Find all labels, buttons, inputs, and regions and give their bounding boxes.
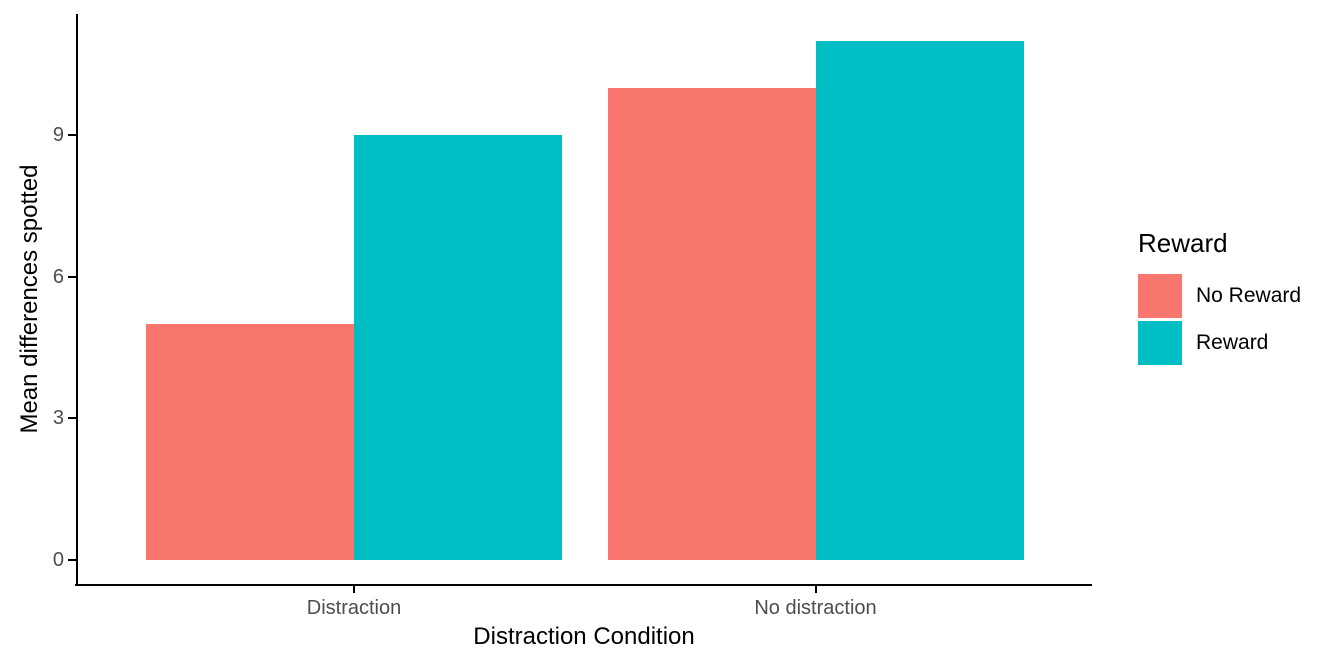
- legend-key-reward: [1138, 321, 1182, 365]
- y-axis-line: [76, 14, 78, 586]
- x-tick-no-distraction: [814, 586, 817, 593]
- legend-key-no-reward: [1138, 274, 1182, 318]
- x-tick-label-no-distraction: No distraction: [754, 597, 877, 619]
- y-tick-label-6: 6: [52, 265, 64, 288]
- legend-title: Reward: [1138, 228, 1228, 258]
- x-axis-line: [75, 584, 1092, 586]
- legend-label-reward: Reward: [1196, 331, 1269, 354]
- x-axis-title: Distraction Condition: [473, 623, 695, 650]
- bar-reward-no-distraction: [815, 41, 1024, 560]
- bar-no-reward-distraction: [146, 324, 354, 560]
- y-axis-title: Mean differences spotted: [16, 164, 43, 434]
- y-tick-9: [68, 134, 76, 137]
- legend-items: No Reward Reward: [1138, 274, 1301, 365]
- y-tick-6: [68, 275, 76, 278]
- y-tick-label-0: 0: [52, 549, 64, 571]
- legend-item-no-reward: No Reward: [1138, 274, 1301, 318]
- x-tick-label-distraction: Distraction: [306, 597, 402, 619]
- bar-no-reward-no-distraction: [607, 88, 816, 560]
- y-tick-0: [68, 559, 76, 561]
- x-tick-distraction: [353, 586, 355, 593]
- y-tick-label-3: 3: [52, 407, 64, 430]
- bar-reward-distraction: [354, 135, 562, 560]
- legend-item-reward: Reward: [1138, 321, 1301, 365]
- y-tick-label-9: 9: [52, 124, 64, 147]
- legend: Reward No Reward Reward: [1138, 228, 1301, 365]
- legend-label-no-reward: No Reward: [1196, 284, 1302, 307]
- y-tick-3: [68, 417, 76, 420]
